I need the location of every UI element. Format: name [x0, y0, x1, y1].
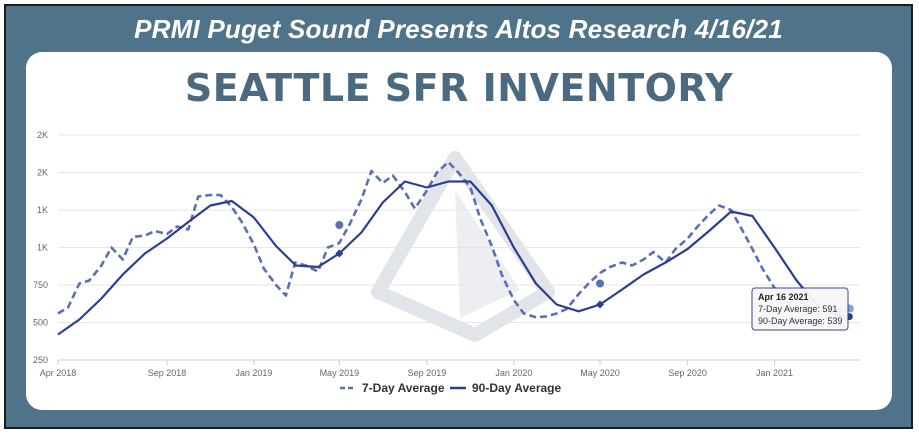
legend-7day-label: 7-Day Average	[362, 381, 445, 395]
x-tick-label: May 2020	[580, 368, 620, 378]
series-7day-marker	[335, 221, 344, 229]
legend-90day-label: 90-Day Average	[472, 381, 561, 395]
watermark-inner	[455, 190, 520, 318]
y-tick-label: 1K	[37, 243, 48, 253]
x-tick-label: Sep 2018	[148, 368, 187, 378]
x-tick-label: Sep 2020	[668, 368, 707, 378]
y-tick-label: 500	[33, 318, 48, 328]
y-tick-label: 750	[33, 280, 48, 290]
y-axis-ticks: 250 500 750 1K 1K 2K 2K	[33, 130, 48, 365]
tooltip-date: Apr 16 2021	[758, 292, 809, 302]
chart-series	[57, 160, 855, 336]
chart-legend[interactable]: 7-Day Average 90-Day Average	[340, 381, 561, 395]
tooltip-90day-value: 90-Day Average: 539	[758, 316, 842, 326]
tooltip-7day-value: 7-Day Average: 591	[758, 304, 837, 314]
series-90day-line	[57, 180, 850, 336]
chart-title: SEATTLE SFR INVENTORY	[184, 66, 734, 110]
tooltip-box	[751, 287, 849, 331]
chart-frame: PRMI Puget Sound Presents Altos Research…	[4, 4, 913, 429]
series-7day-marker	[596, 279, 605, 288]
watermark-logo	[371, 151, 555, 342]
series-90day-marker	[596, 300, 605, 309]
y-tick-label: 2K	[37, 168, 48, 178]
y-tick-label: 250	[33, 355, 48, 365]
y-tick-label: 1K	[37, 205, 48, 215]
banner-title: PRMI Puget Sound Presents Altos Research…	[134, 13, 783, 44]
x-tick-label: Jan 2021	[756, 368, 793, 378]
x-tick-label: Jan 2019	[235, 368, 272, 378]
x-tick-label: Jan 2020	[495, 368, 532, 378]
y-tick-label: 2K	[37, 130, 48, 140]
x-tick-label: Sep 2019	[408, 368, 447, 378]
x-tick-label: Apr 2018	[40, 368, 77, 378]
chart-tooltip: Apr 16 2021 7-Day Average: 591 90-Day Aver…	[751, 287, 849, 331]
x-tick-label: May 2019	[320, 368, 360, 378]
series-90day-marker	[335, 249, 344, 258]
series-7day-line	[57, 160, 850, 319]
x-axis-ticks: Apr 2018 Sep 2018 Jan 2019 May 2019 Sep 2019…	[40, 359, 860, 378]
